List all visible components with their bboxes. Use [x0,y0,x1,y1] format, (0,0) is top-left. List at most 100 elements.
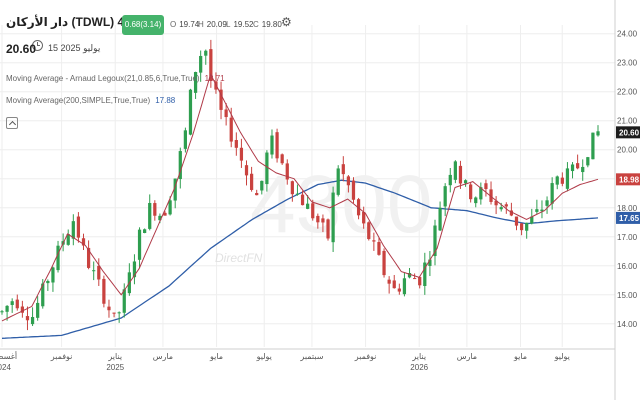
x-tick-label: نوفمبر [50,352,73,361]
candle [407,273,412,278]
grid-lines [0,0,616,400]
x-year-label: 2024 [0,363,11,372]
candle [565,168,570,189]
candle [499,207,503,210]
y-tick-label: 23.00 [617,59,638,68]
candle [107,306,111,311]
candle [397,288,401,292]
candle [239,147,244,161]
candle [117,312,121,314]
candle [469,184,473,200]
candle [311,203,315,219]
candle [540,209,544,212]
x-tick-label: يوليو [256,352,272,361]
candle [341,164,345,175]
candle [489,189,493,202]
indicator-sma[interactable]: Moving Average(200,SIMPLE,True,True) 17.8… [6,96,176,105]
candle [514,216,519,226]
candle [351,180,356,200]
collapse-icon[interactable] [6,117,18,129]
y-tick-label: 21.00 [617,117,638,126]
candle [158,215,162,221]
candle [0,311,4,313]
candle [316,215,320,223]
price-date: يوليو 2025 15 [48,43,101,53]
candle [560,177,564,184]
price-label-alma-text: 18.98 [619,175,640,184]
x-tick-label: يوليو [554,352,570,361]
candle [463,180,468,184]
candle [443,186,447,207]
gear-icon[interactable]: ⚙ [281,15,292,29]
candle [97,265,101,280]
candle [71,221,75,239]
candle [300,194,305,206]
candle [76,216,81,238]
candle [260,180,264,191]
sma-line [1,179,599,339]
candle [193,72,198,93]
price-axis: 14.0015.0016.0017.0018.0019.0020.0021.00… [616,30,640,329]
candle [453,161,457,180]
candle [362,212,366,224]
candle [92,270,96,272]
candle [173,178,177,201]
candle [122,289,126,313]
ohlc-open: O 19.74 [170,20,200,29]
candle [346,176,351,186]
candle [428,259,432,266]
candle [275,132,279,159]
candle [525,222,529,231]
candle [219,89,223,110]
candle [321,218,325,223]
candle [153,203,157,216]
candle [86,247,91,268]
candle [535,209,539,212]
ohlc-close: C 19.80 [253,20,282,29]
candle [15,299,19,309]
time-axis: أغسطس 2024 نوفمبر يناير 2025 مارس مايو يوليو سبت… [0,351,570,372]
price-label-last-text: 20.60 [619,128,640,137]
candle [56,245,60,271]
candle [423,262,427,286]
candle [402,278,407,295]
x-tick-label: نوفمبر [354,352,377,361]
candle [387,279,391,284]
candle [234,140,238,148]
y-tick-label: 24.00 [617,30,638,39]
candle [199,55,203,73]
candle [25,316,30,321]
y-tick-label: 20.00 [617,146,638,155]
y-tick-label: 17.00 [617,233,638,242]
candle [183,130,188,149]
candle [586,157,590,166]
candle [178,151,182,180]
candle [163,212,167,216]
x-tick-label: مارس [457,352,477,361]
candle [132,261,137,278]
indicator-alma[interactable]: Moving Average - Arnaud Legoux(21,0.85,6… [6,74,225,83]
clock-icon [32,40,43,51]
change-badge: 0.68(3.14) [122,15,164,35]
alma-line [1,72,599,322]
candle [545,200,549,206]
candle [229,117,233,142]
x-tick-label: سبتمبر [299,352,323,361]
candle [504,204,508,207]
candle [367,222,371,240]
candle [438,207,442,231]
candle [382,250,386,276]
candle [41,283,45,307]
candle [479,187,483,200]
candle [46,280,50,284]
price-label-sma [616,211,640,224]
candle [10,301,14,305]
y-tick-label: 22.00 [617,88,638,97]
x-tick-label: مايو [209,352,223,361]
candle [168,200,172,215]
x-year-label: 2026 [410,363,428,372]
y-tick-label: 14.00 [617,320,638,329]
price-label-last [616,126,640,139]
